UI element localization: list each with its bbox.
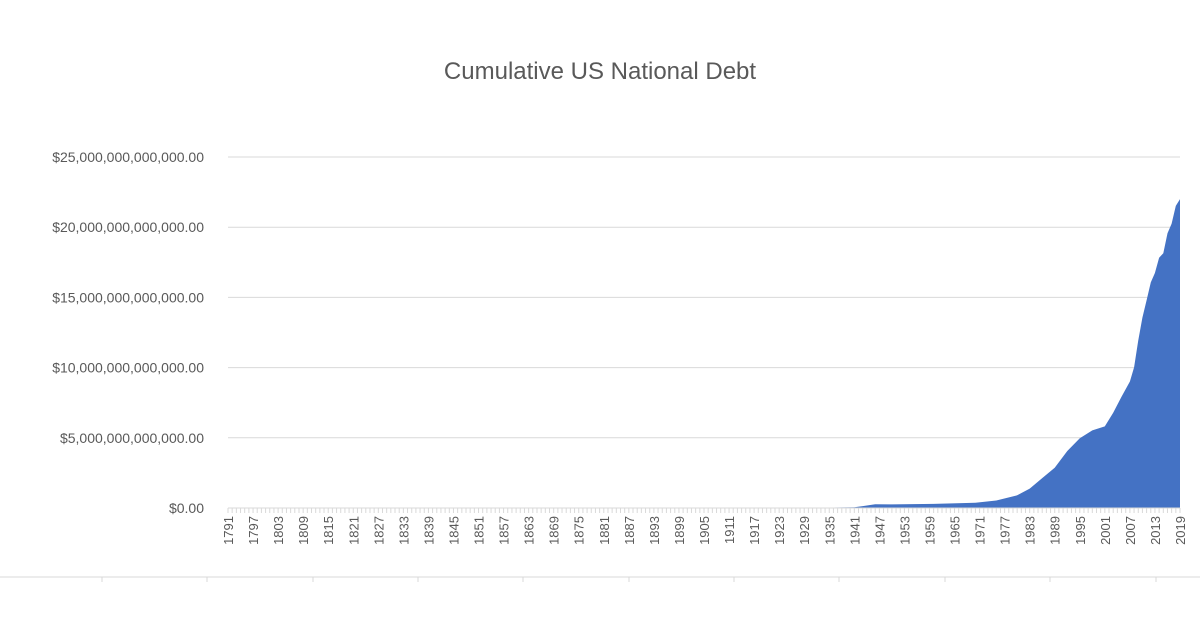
x-tick-label: 1809 bbox=[296, 516, 311, 545]
y-tick-label: $15,000,000,000,000.00 bbox=[52, 289, 204, 305]
y-tick-label: $25,000,000,000,000.00 bbox=[52, 149, 204, 165]
gridlines bbox=[228, 156, 1180, 439]
debt-area-series bbox=[228, 199, 1180, 508]
x-tick-label: 1821 bbox=[346, 516, 361, 545]
x-tick-label: 1911 bbox=[722, 516, 737, 544]
x-tick-label: 2019 bbox=[1173, 516, 1188, 545]
x-tick-label: 1803 bbox=[271, 516, 286, 545]
x-tick-label: 1959 bbox=[923, 516, 938, 545]
x-tick-label: 1833 bbox=[396, 516, 411, 545]
x-tick-label: 1941 bbox=[847, 516, 862, 545]
x-tick-label: 1893 bbox=[647, 516, 662, 545]
x-tick-label: 1917 bbox=[747, 516, 762, 545]
x-tick-label: 1905 bbox=[697, 516, 712, 545]
x-tick-label: 1857 bbox=[497, 516, 512, 545]
x-tick-label: 1869 bbox=[547, 516, 562, 545]
y-tick-label: $20,000,000,000,000.00 bbox=[52, 219, 204, 235]
footer-separator bbox=[0, 576, 1200, 582]
x-tick-label: 1881 bbox=[597, 516, 612, 545]
x-tick-label: 1965 bbox=[948, 516, 963, 545]
x-tick-label: 2001 bbox=[1098, 516, 1113, 545]
x-tick-label: 1983 bbox=[1023, 516, 1038, 545]
y-tick-label: $5,000,000,000,000.00 bbox=[60, 430, 204, 446]
x-tick-label: 1977 bbox=[998, 516, 1013, 545]
y-tick-label: $10,000,000,000,000.00 bbox=[52, 360, 204, 376]
x-tick-label: 1953 bbox=[897, 516, 912, 545]
x-tick-label: 1839 bbox=[421, 516, 436, 545]
x-tick-label: 1827 bbox=[371, 516, 386, 545]
y-axis-labels: $0.00 $5,000,000,000,000.00 $10,000,000,00… bbox=[52, 149, 204, 516]
x-tick-label: 1791 bbox=[221, 516, 236, 545]
x-tick-label: 2007 bbox=[1123, 516, 1138, 545]
x-tick-label: 1863 bbox=[522, 516, 537, 545]
x-tick-label: 1851 bbox=[472, 516, 487, 545]
x-axis bbox=[227, 507, 1181, 513]
chart-title: Cumulative US National Debt bbox=[443, 58, 757, 85]
plot-area bbox=[228, 199, 1180, 508]
x-tick-label: 1887 bbox=[622, 516, 637, 545]
x-tick-label: 1947 bbox=[872, 516, 887, 545]
x-tick-label: 1935 bbox=[822, 516, 837, 545]
x-tick-label: 1899 bbox=[672, 516, 687, 545]
y-tick-label: $0.00 bbox=[169, 500, 204, 516]
x-tick-label: 1995 bbox=[1073, 516, 1088, 545]
x-tick-label: 1797 bbox=[246, 516, 261, 545]
x-tick-label: 2013 bbox=[1148, 516, 1163, 545]
x-tick-label: 1923 bbox=[772, 516, 787, 545]
x-tick-label: 1845 bbox=[447, 516, 462, 545]
x-tick-label: 1989 bbox=[1048, 516, 1063, 545]
x-tick-label: 1875 bbox=[572, 516, 587, 545]
x-tick-label: 1971 bbox=[973, 516, 988, 545]
x-tick-label: 1815 bbox=[321, 516, 336, 545]
x-tick-label: 1929 bbox=[797, 516, 812, 545]
x-axis-labels: 1791 1797 1803 1809 1815 1821 1827 1833 1839 1845… bbox=[221, 516, 1188, 545]
